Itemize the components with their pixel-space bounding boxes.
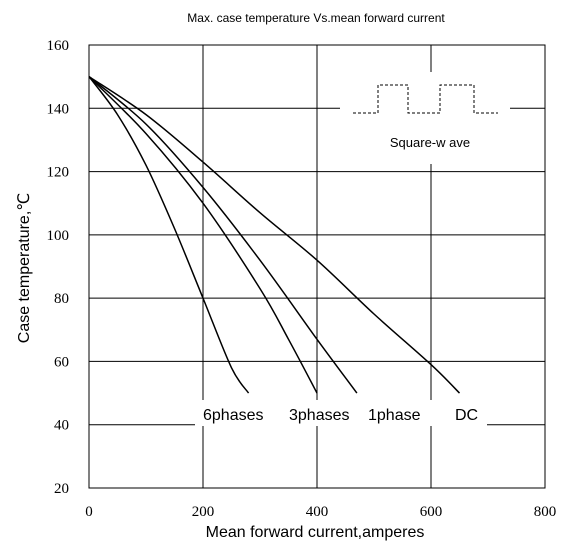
- curve-labels-background: [195, 400, 487, 426]
- x-tick-label: 400: [306, 504, 329, 520]
- series-layer: [88, 75, 461, 394]
- y-tick-label: 80: [54, 291, 69, 307]
- square-wave-icon: [353, 84, 498, 114]
- x-tick-label: 800: [534, 504, 557, 520]
- x-tick-label: 200: [192, 504, 215, 520]
- inset-label: Square-w ave: [390, 135, 470, 150]
- series-line-3phases: [88, 76, 318, 394]
- series-label-1phase: 1phase: [368, 407, 421, 424]
- y-axis-label: Case temperature,℃: [16, 193, 33, 344]
- x-tick-label: 0: [85, 504, 93, 520]
- series-label-dc: DC: [455, 407, 478, 424]
- y-tick-label: 60: [54, 354, 69, 370]
- tick-labels: 0 200 400 600 800 20 40 60 80 100 120 140 160: [47, 38, 557, 520]
- x-tick-label: 600: [420, 504, 443, 520]
- y-tick-label: 100: [47, 228, 70, 244]
- series-line-6phases: [88, 76, 250, 394]
- chart-title: Max. case temperature Vs.mean forward cu…: [187, 11, 445, 25]
- inset-background: [340, 72, 510, 164]
- y-tick-label: 120: [47, 165, 70, 181]
- y-tick-label: 20: [54, 481, 69, 497]
- series-line-1phase: [88, 76, 358, 394]
- series-label-6phases: 6phases: [203, 407, 264, 424]
- y-tick-label: 140: [47, 101, 70, 117]
- y-tick-label: 40: [54, 418, 69, 434]
- y-tick-label: 160: [47, 38, 70, 54]
- plot-frame: [88, 44, 546, 489]
- series-line-dc: [88, 75, 461, 394]
- series-label-3phases: 3phases: [289, 407, 350, 424]
- x-axis-label: Mean forward current,amperes: [206, 524, 425, 541]
